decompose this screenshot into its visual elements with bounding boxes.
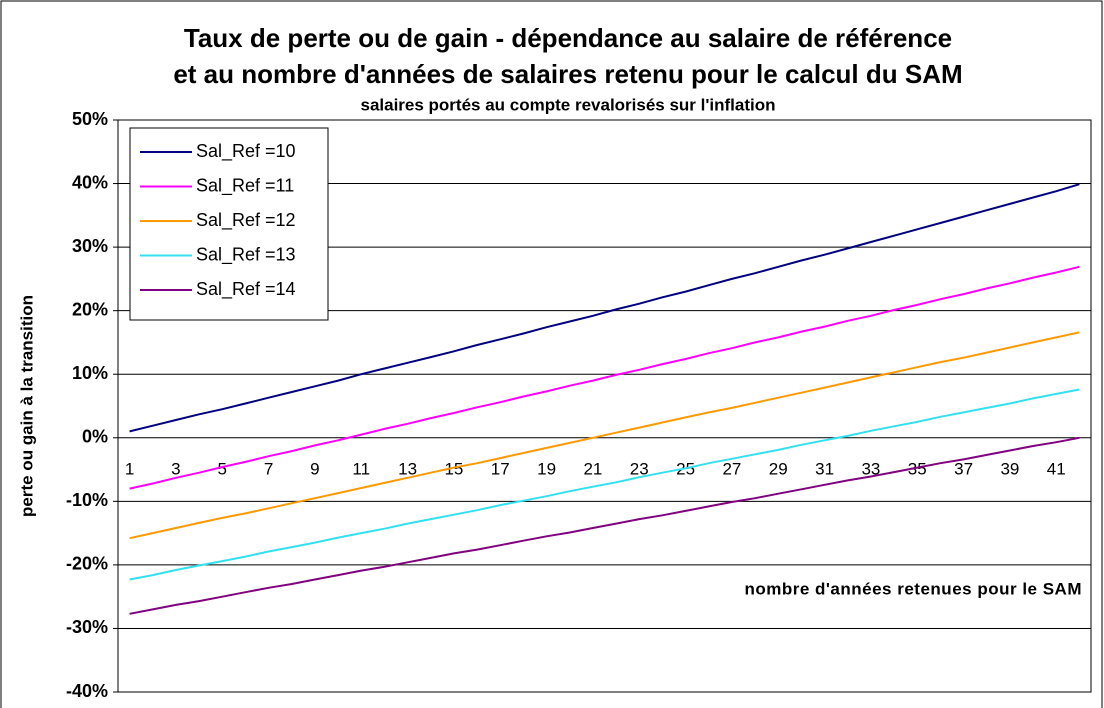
x-tick-label: 7 (264, 459, 273, 478)
x-tick-label: 5 (218, 459, 227, 478)
x-tick-label: 17 (491, 459, 510, 478)
chart-title: Taux de perte ou de gain - dépendance au… (184, 23, 952, 53)
y-axis-title: perte ou gain à la transition (17, 295, 36, 517)
y-tick-label: 30% (72, 236, 108, 256)
x-tick-label: 31 (815, 459, 834, 478)
x-tick-label: 9 (310, 459, 319, 478)
x-tick-label: 3 (171, 459, 180, 478)
legend-label: Sal_Ref =11 (196, 175, 294, 196)
x-tick-label: 1 (125, 459, 134, 478)
x-tick-label: 23 (630, 459, 649, 478)
x-tick-label: 11 (352, 459, 370, 478)
legend-label: Sal_Ref =10 (196, 141, 296, 162)
x-tick-label: 33 (861, 459, 880, 478)
series-line (129, 436, 1080, 615)
chart-subtitle: salaires portés au compte revalorisés su… (360, 95, 775, 114)
x-tick-label: 13 (398, 459, 417, 478)
x-tick-label: 19 (537, 459, 556, 478)
x-tick-label: 15 (444, 459, 463, 478)
x-tick-label: 29 (769, 459, 788, 478)
x-tick-label: 27 (722, 459, 741, 478)
y-tick-label: 10% (72, 363, 108, 383)
series-line (129, 265, 1080, 490)
y-tick-label: 20% (72, 299, 108, 319)
legend-label: Sal_Ref =12 (196, 210, 296, 231)
x-tick-label: 37 (954, 459, 973, 478)
series-line (129, 331, 1080, 540)
legend-label: Sal_Ref =13 (196, 244, 296, 265)
x-tick-label: 41 (1047, 459, 1066, 478)
y-tick-label: -10% (66, 490, 108, 510)
legend-box (129, 127, 329, 321)
series-line (129, 388, 1080, 581)
series-line (129, 183, 1080, 433)
x-tick-label: 35 (908, 459, 927, 478)
chart-title: et au nombre d'années de salaires retenu… (173, 59, 962, 89)
y-tick-label: 50% (72, 109, 108, 129)
y-tick-label: -40% (66, 681, 108, 701)
x-tick-label: 39 (1000, 459, 1019, 478)
y-tick-label: 0% (82, 427, 108, 447)
x-tick-label: 21 (583, 459, 602, 478)
y-tick-label: -20% (66, 554, 108, 574)
x-axis-title: nombre d'années retenues pour le SAM (744, 579, 1082, 598)
y-tick-label: 40% (72, 172, 108, 192)
y-tick-label: -30% (66, 617, 108, 637)
legend-label: Sal_Ref =14 (196, 279, 296, 300)
